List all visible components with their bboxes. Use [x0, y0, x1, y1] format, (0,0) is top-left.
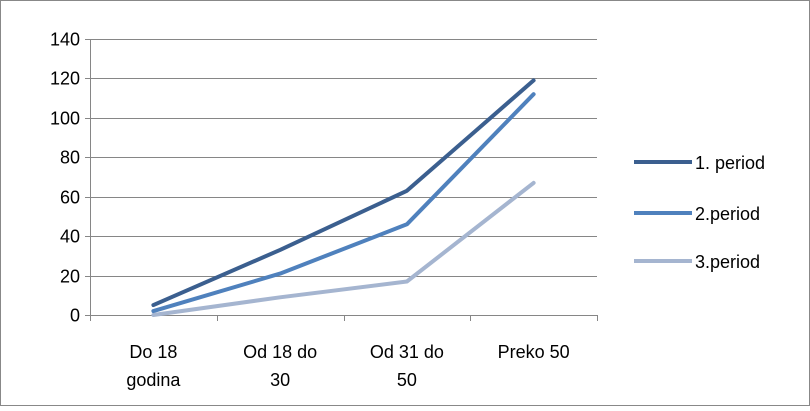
legend-label: 2.period: [695, 204, 760, 224]
y-tick-label: 40: [60, 227, 80, 247]
x-tick-label: Od 31 do: [370, 342, 444, 362]
y-tick-labels: 0 20 40 60 80 100 120 140: [50, 30, 80, 326]
axes: [85, 39, 598, 321]
x-tick-label: 50: [397, 370, 417, 390]
x-tick-label: godina: [126, 370, 181, 390]
series-lines: [151, 78, 536, 317]
x-tick-label: Do 18: [129, 342, 177, 362]
legend-label: 1. period: [695, 153, 765, 173]
y-tick-label: 60: [60, 188, 80, 208]
y-tick-label: 0: [70, 306, 80, 326]
legend: 1. period 2.period 3.period: [634, 153, 765, 272]
y-tick-label: 100: [50, 109, 80, 129]
y-tick-label: 120: [50, 69, 80, 89]
x-tick-label: Od 18 do: [243, 342, 317, 362]
legend-label: 3.period: [695, 252, 760, 272]
x-tick-label: Preko 50: [498, 342, 570, 362]
x-tick-labels: Do 18 godina Od 18 do 30 Od 31 do 50 Preko 50: [126, 342, 569, 390]
y-tick-label: 80: [60, 148, 80, 168]
y-tick-label: 20: [60, 267, 80, 287]
y-tick-label: 140: [50, 30, 80, 50]
series-line-2: [151, 92, 536, 314]
series-line-3: [151, 180, 536, 317]
x-tick-label: 30: [270, 370, 290, 390]
series-line-1: [151, 78, 536, 308]
gridlines: [90, 39, 597, 277]
